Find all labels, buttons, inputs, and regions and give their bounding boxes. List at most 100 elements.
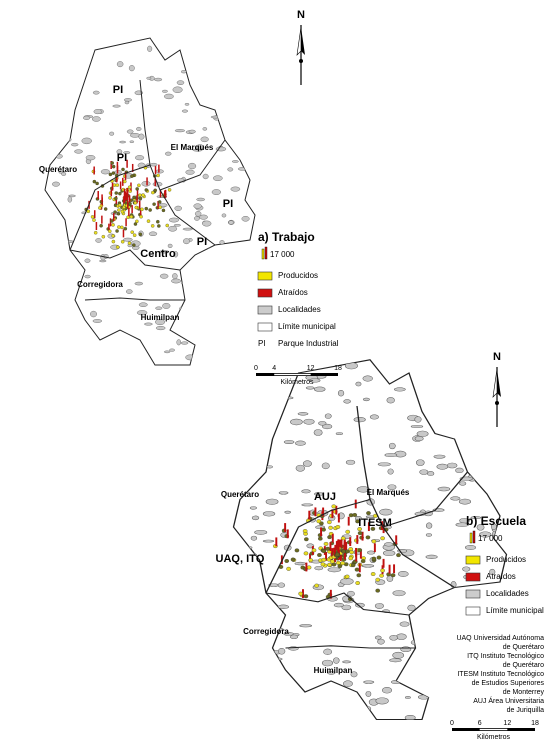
cluster-dot [336, 560, 341, 565]
locality [238, 688, 245, 695]
place-label: PI [113, 84, 123, 96]
locality [206, 247, 216, 253]
scale-unit: Kilómetros [280, 379, 314, 386]
cluster-bar [110, 161, 112, 170]
legend-label: Producidos [486, 555, 526, 564]
locality [414, 416, 422, 423]
locality [419, 469, 429, 475]
locality [55, 246, 63, 250]
locality [164, 93, 174, 100]
cluster-bar [325, 551, 328, 561]
cluster-bar [122, 177, 124, 186]
cluster-bar [138, 200, 141, 209]
cluster-dot [321, 549, 327, 553]
locality [405, 696, 411, 699]
locality [313, 429, 323, 436]
locality [493, 488, 500, 493]
cluster-bar [358, 563, 361, 573]
locality [500, 437, 507, 444]
locality [71, 142, 79, 147]
cluster-dot [151, 190, 155, 195]
locality [479, 531, 492, 538]
locality [154, 77, 163, 82]
cluster-bar [116, 161, 119, 170]
locality [381, 687, 393, 694]
cluster-dot [127, 241, 132, 245]
locality [471, 625, 484, 630]
cluster-bar [343, 540, 346, 550]
cluster-bar [340, 539, 343, 549]
locality [414, 436, 424, 442]
locality [213, 175, 223, 182]
locality [433, 705, 442, 713]
locality [188, 162, 197, 170]
locality [45, 340, 49, 344]
cluster-bar [388, 564, 391, 574]
cluster-bar [116, 174, 118, 183]
locality [480, 620, 488, 624]
locality [129, 132, 140, 138]
scale-tick-label: 12 [307, 365, 315, 372]
locality [269, 657, 283, 661]
cluster-dot [150, 224, 155, 228]
cluster-bar [355, 552, 358, 562]
locality [301, 503, 314, 507]
cluster-dot [113, 210, 117, 214]
locality [188, 129, 196, 134]
locality [45, 307, 53, 314]
locality [248, 193, 255, 198]
locality [221, 251, 232, 256]
cluster-dot [341, 549, 346, 554]
locality [123, 237, 133, 242]
locality [66, 108, 74, 114]
locality [183, 49, 193, 57]
cluster-dot [153, 188, 157, 193]
cluster-bar [309, 553, 312, 563]
cluster-bar [275, 537, 278, 547]
locality [382, 550, 396, 557]
locality [470, 516, 482, 519]
locality [169, 348, 175, 352]
locality [212, 337, 223, 343]
scale-tick-label: 4 [272, 365, 276, 372]
locality [416, 459, 425, 466]
locality [442, 366, 449, 372]
cluster-dot [327, 535, 332, 540]
cluster-dot [86, 209, 91, 214]
cluster-dot [303, 551, 309, 556]
cluster-dot [335, 525, 341, 529]
locality [404, 715, 416, 720]
locality [448, 623, 456, 630]
locality [233, 299, 242, 305]
cluster-bar [119, 181, 122, 190]
cluster-dot [370, 526, 376, 531]
cluster-dot [121, 167, 125, 172]
locality [387, 484, 397, 490]
cluster-dot [337, 564, 343, 569]
locality [375, 697, 389, 705]
cluster-bar [339, 552, 342, 561]
locality [83, 115, 91, 120]
locality [85, 155, 96, 161]
locality [226, 73, 233, 80]
locality [135, 155, 145, 161]
legend-label: Parque Industrial [278, 339, 339, 348]
cluster-bar [361, 531, 364, 541]
cluster-bar [97, 191, 99, 200]
locality [459, 481, 467, 486]
municipal-boundary [159, 139, 226, 191]
cluster-dot [290, 557, 296, 562]
cluster-dot [304, 537, 309, 542]
locality [241, 216, 250, 222]
locality [233, 276, 242, 283]
cluster-dot [95, 181, 99, 186]
locality [164, 350, 171, 354]
locality [53, 284, 60, 290]
municipal-boundary [382, 471, 469, 528]
cluster-dot [360, 559, 366, 564]
municipal-area [232, 359, 508, 721]
locality [45, 220, 51, 226]
cluster-bar [347, 516, 350, 526]
abbreviation-line: ITESM Instituto Tecnológico [457, 671, 544, 678]
locality [477, 411, 485, 417]
